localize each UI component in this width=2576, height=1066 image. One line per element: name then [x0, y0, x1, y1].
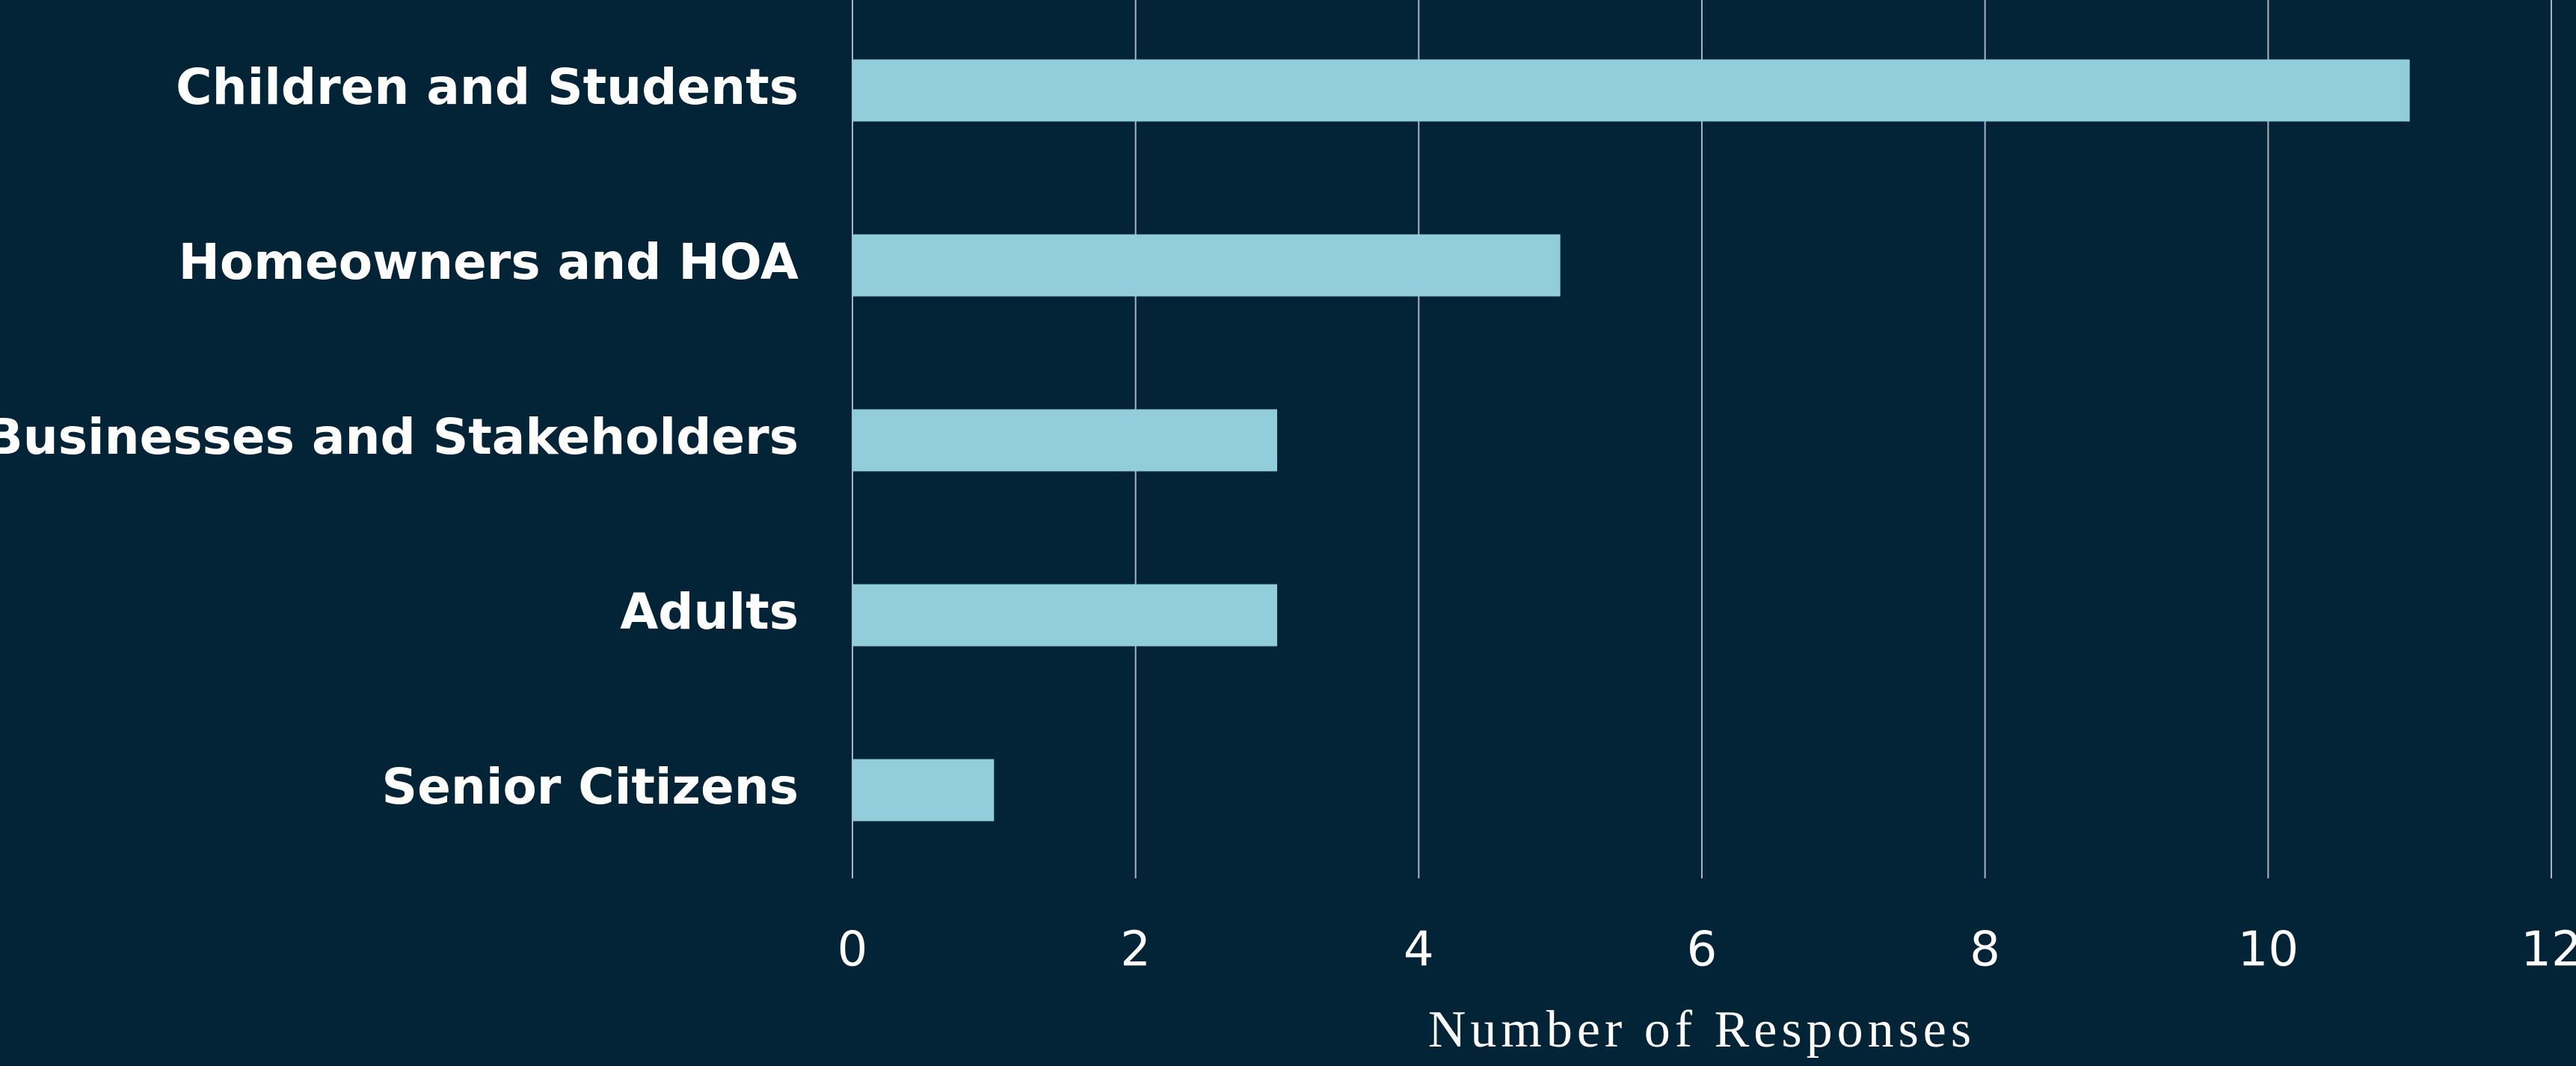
x-tick-label: 6: [1687, 922, 1718, 978]
x-tick-label: 4: [1404, 922, 1434, 978]
y-tick-label: Adults: [620, 583, 799, 641]
x-tick-label: 8: [1970, 922, 2000, 978]
x-tick-label: 2: [1120, 922, 1151, 978]
bar: [852, 409, 1277, 472]
x-tick-label: 10: [2238, 922, 2299, 978]
bar: [852, 759, 995, 822]
y-tick-label: Homeowners and HOA: [179, 233, 799, 291]
y-tick-label: Senior Citizens: [382, 758, 799, 816]
y-tick-label: Businesses and Stakeholders: [0, 408, 799, 466]
x-tick-label: 12: [2521, 922, 2576, 978]
y-tick-label: Children and Students: [176, 58, 799, 116]
x-axis-label: Number of Responses: [1428, 1001, 1976, 1059]
bar: [852, 234, 1561, 297]
bar: [852, 59, 2410, 122]
bar: [852, 584, 1277, 647]
x-tick-label: 0: [837, 922, 868, 978]
